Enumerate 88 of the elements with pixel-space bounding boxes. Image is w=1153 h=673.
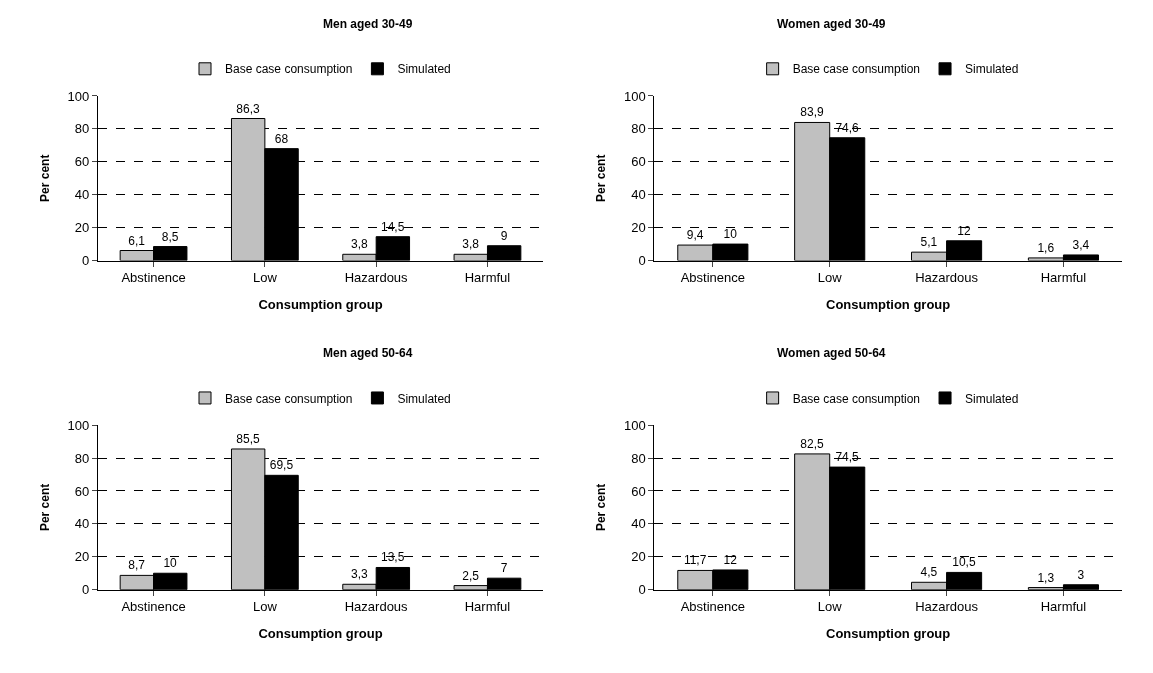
x-tick-label: Harmful — [1040, 599, 1087, 615]
y-tick-label: 40 — [74, 187, 90, 203]
data-label: 10 — [163, 556, 178, 571]
y-axis-title: Per cent — [37, 154, 52, 202]
data-label: 2,5 — [462, 568, 480, 583]
legend-label: Simulated — [397, 62, 451, 77]
data-label: 8,5 — [161, 229, 179, 244]
legend-label: Simulated — [965, 391, 1019, 406]
x-tick-label: Low — [252, 270, 278, 286]
y-tick-label: 80 — [631, 121, 646, 137]
data-label: 9 — [500, 228, 508, 243]
data-label: 1,6 — [1037, 240, 1055, 255]
data-label: 9,4 — [686, 228, 704, 243]
y-tick-label: 0 — [82, 582, 90, 598]
y-tick-label: 80 — [74, 121, 90, 137]
y-axis-title: Per cent — [594, 483, 609, 532]
legend-label: Simulated — [397, 391, 451, 406]
y-tick-label: 20 — [74, 220, 90, 236]
x-axis-title: Consumption group — [258, 625, 383, 641]
data-label: 1,3 — [1037, 570, 1055, 585]
y-tick-label: 100 — [624, 88, 646, 104]
data-label: 13,5 — [381, 550, 405, 565]
x-tick-label: Hazardous — [915, 599, 979, 615]
data-label: 8,7 — [128, 558, 146, 573]
data-label: 10,5 — [952, 555, 976, 570]
x-tick-label: Harmful — [1040, 270, 1087, 286]
y-tick-label: 20 — [74, 549, 90, 565]
x-tick-label: Abstinence — [121, 599, 186, 615]
data-label: 83,9 — [800, 105, 825, 120]
x-tick-label: Low — [817, 270, 843, 286]
data-label: 7 — [500, 561, 508, 576]
chart-title: Men aged 30-49 — [323, 17, 413, 31]
x-tick-label: Harmful — [464, 270, 511, 286]
y-tick-label: 20 — [631, 220, 646, 236]
data-label: 14,5 — [381, 219, 405, 234]
data-label: 5,1 — [920, 235, 938, 250]
legend-label: Simulated — [965, 62, 1019, 77]
x-axis-title: Consumption group — [826, 296, 951, 312]
chart-title: Women aged 30-49 — [777, 17, 886, 31]
chart-title: Women aged 50-64 — [777, 346, 886, 360]
data-label: 6,1 — [128, 233, 146, 248]
legend-label: Base case consumption — [225, 62, 353, 77]
data-label: 3,8 — [350, 237, 368, 252]
x-tick-label: Low — [817, 599, 843, 615]
x-axis-title: Consumption group — [258, 296, 383, 312]
y-tick-label: 60 — [631, 483, 646, 499]
y-axis-title: Per cent — [37, 483, 52, 532]
y-tick-label: 60 — [631, 154, 646, 170]
y-tick-label: 100 — [67, 417, 90, 433]
x-tick-label: Abstinence — [680, 270, 745, 286]
data-label: 86,3 — [236, 101, 261, 116]
legend-label: Base case consumption — [225, 391, 353, 406]
data-label: 85,5 — [236, 431, 261, 446]
data-label: 10 — [723, 227, 738, 242]
x-tick-label: Abstinence — [121, 270, 186, 286]
y-tick-label: 40 — [631, 187, 646, 203]
data-label: 68 — [274, 131, 289, 146]
data-label: 4,5 — [920, 565, 938, 580]
x-tick-label: Low — [252, 599, 278, 615]
data-label: 3,8 — [462, 237, 480, 252]
y-tick-label: 0 — [638, 253, 646, 269]
legend-label: Base case consumption — [792, 391, 921, 406]
y-tick-label: 100 — [624, 417, 646, 433]
y-tick-label: 80 — [631, 450, 646, 466]
y-tick-label: 0 — [638, 582, 646, 598]
y-axis-title: Per cent — [594, 154, 609, 202]
x-tick-label: Hazardous — [344, 270, 409, 286]
y-tick-label: 60 — [74, 154, 90, 170]
x-axis-title: Consumption group — [826, 625, 951, 641]
data-label: 3 — [1077, 567, 1085, 582]
y-tick-label: 0 — [82, 253, 90, 269]
y-tick-label: 100 — [67, 88, 90, 104]
y-tick-label: 40 — [631, 516, 646, 532]
chart-title: Men aged 50-64 — [323, 346, 413, 360]
data-label: 3,4 — [1072, 237, 1090, 252]
x-tick-label: Abstinence — [680, 599, 745, 615]
x-tick-label: Hazardous — [344, 599, 409, 615]
data-label: 3,3 — [350, 567, 368, 582]
x-tick-label: Harmful — [464, 599, 511, 615]
y-tick-label: 80 — [74, 450, 90, 466]
y-tick-label: 20 — [631, 549, 646, 565]
x-tick-label: Hazardous — [915, 270, 979, 286]
y-tick-label: 40 — [74, 516, 90, 532]
data-label: 69,5 — [269, 458, 294, 473]
y-tick-label: 60 — [74, 483, 90, 499]
legend-label: Base case consumption — [792, 62, 921, 77]
data-label: 82,5 — [800, 436, 825, 451]
data-label: 11,7 — [683, 553, 707, 568]
